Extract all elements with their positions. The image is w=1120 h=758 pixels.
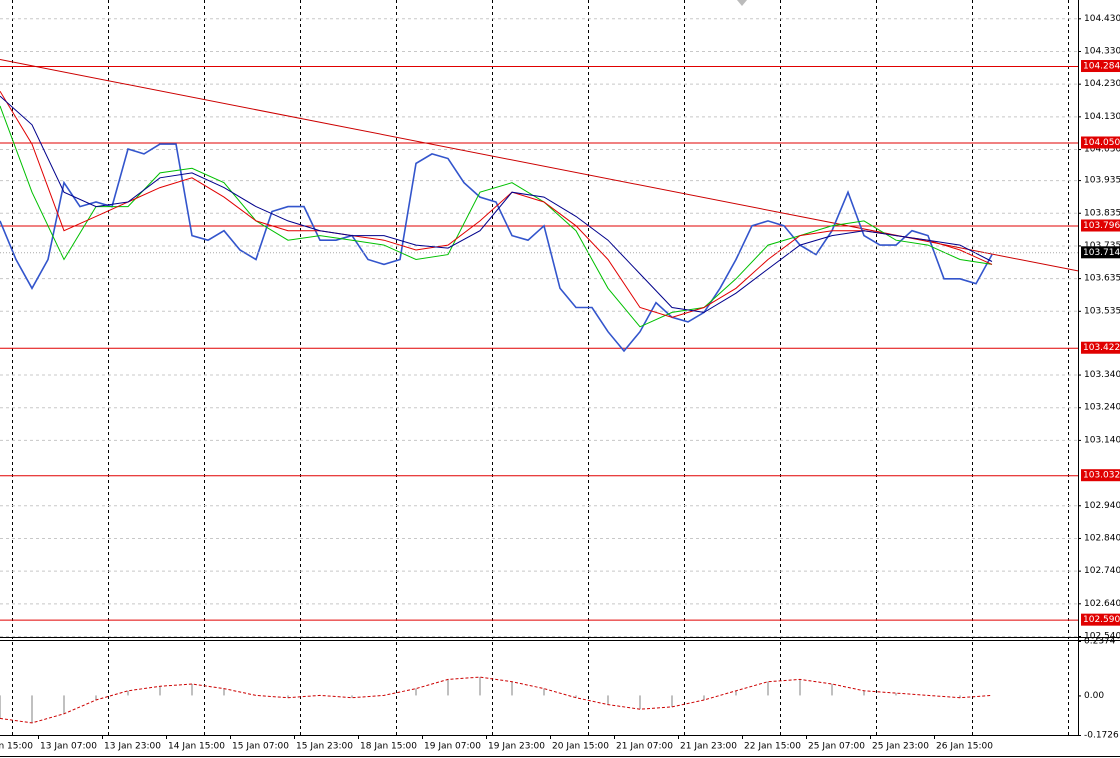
x-tick-label: 20 Jan 15:00 [552, 742, 609, 752]
level-label: 103.796 [1083, 221, 1120, 231]
x-tick-label: 19 Jan 23:00 [488, 742, 545, 752]
shift-marker [737, 0, 747, 6]
labels: 104.430 104.330 104.230 104.130 104.030 103.9… [0, 14, 1120, 752]
level-label-box [1081, 341, 1120, 354]
y-tick-label: 102.640 [1084, 599, 1120, 609]
level-label-box [1081, 60, 1120, 73]
y-tick-label: 103.835 [1084, 208, 1120, 218]
level-label-box [1081, 469, 1120, 482]
x-tick-label: 26 Jan 15:00 [936, 742, 993, 752]
y-tick-label: 102.840 [1084, 533, 1120, 543]
price-line [0, 90, 993, 318]
x-tick-label: 15 Jan 07:00 [232, 742, 289, 752]
x-tick-label: 21 Jan 07:00 [616, 742, 673, 752]
x-tick-label: 12 Jan 15:00 [0, 742, 33, 752]
x-tick-label: 15 Jan 23:00 [296, 742, 353, 752]
x-tick-label: 22 Jan 15:00 [744, 742, 801, 752]
level-label: 103.422 [1083, 343, 1120, 353]
y-tick-label: 102.740 [1084, 566, 1120, 576]
x-tick-label: 25 Jan 23:00 [872, 742, 929, 752]
y-tick-label: 0.2374 [1084, 637, 1116, 647]
current-price-box [1081, 246, 1120, 259]
y-tick-label: 0.00 [1084, 691, 1104, 701]
level-label: 104.284 [1083, 62, 1120, 72]
price-line [0, 105, 993, 328]
y-tick-label: 104.330 [1084, 46, 1120, 56]
main-pane [0, 58, 1078, 621]
y-tick-label: 103.340 [1084, 370, 1120, 380]
y-tick-label: 104.030 [1084, 145, 1120, 155]
y-tick-label: 103.140 [1084, 435, 1120, 445]
level-label: 102.590 [1083, 615, 1120, 625]
y-tick-label: -0.1726 [1084, 731, 1119, 741]
price-line [0, 143, 993, 353]
x-tick-label: 13 Jan 07:00 [40, 742, 97, 752]
y-tick-label: 102.940 [1084, 501, 1120, 511]
level-label-box [1081, 613, 1120, 626]
grid [0, 0, 1078, 735]
level-label: 104.050 [1083, 138, 1120, 148]
level-label-box [1081, 219, 1120, 232]
x-tick-label: 18 Jan 15:00 [360, 742, 417, 752]
x-tick-label: 19 Jan 07:00 [424, 742, 481, 752]
x-tick-label: 14 Jan 15:00 [168, 742, 225, 752]
y-tick-label: 102.540 [1084, 632, 1120, 642]
current-price-label: 103.714 [1083, 248, 1120, 258]
indicator-pane [0, 676, 993, 724]
y-tick-label: 103.935 [1084, 176, 1120, 186]
y-tick-label: 104.230 [1084, 79, 1120, 89]
y-tick-label: 103.735 [1084, 241, 1120, 251]
level-label: 103.032 [1083, 471, 1120, 481]
x-tick-label: 25 Jan 07:00 [808, 742, 865, 752]
price-line [0, 95, 993, 313]
x-tick-label: 13 Jan 23:00 [104, 742, 161, 752]
level-label-box [1081, 136, 1120, 149]
y-tick-label: 104.130 [1084, 112, 1120, 122]
y-tick-label: 104.430 [1084, 14, 1120, 24]
x-tick-label: 21 Jan 23:00 [680, 742, 737, 752]
y-tick-label: 103.535 [1084, 306, 1120, 316]
oscillator-line [0, 676, 993, 724]
y-tick-label: 103.635 [1084, 274, 1120, 284]
y-tick-label: 103.240 [1084, 403, 1120, 413]
